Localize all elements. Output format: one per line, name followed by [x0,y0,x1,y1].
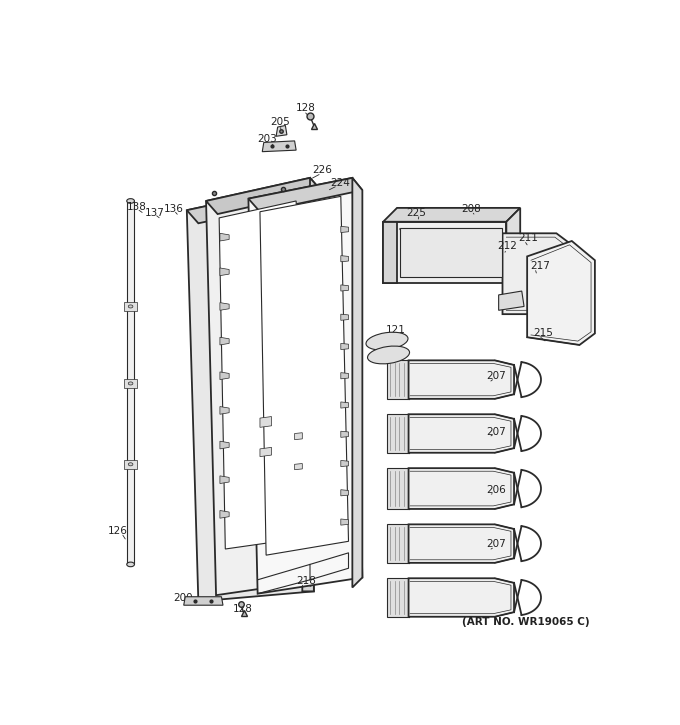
Polygon shape [220,337,229,345]
Polygon shape [124,379,137,388]
Polygon shape [206,178,322,595]
Polygon shape [400,228,503,277]
Polygon shape [341,256,348,262]
Polygon shape [260,447,271,457]
Polygon shape [124,460,137,469]
Ellipse shape [129,305,133,308]
Ellipse shape [126,199,135,203]
Polygon shape [341,460,348,467]
Polygon shape [387,524,409,563]
Polygon shape [498,291,524,310]
Polygon shape [248,178,362,212]
Polygon shape [409,468,514,509]
Text: 138: 138 [126,202,147,212]
Polygon shape [352,178,362,587]
Text: 207: 207 [486,370,506,381]
Polygon shape [409,524,514,563]
Polygon shape [409,579,514,617]
Text: 224: 224 [330,178,350,188]
Polygon shape [387,468,409,509]
Polygon shape [187,186,314,223]
Polygon shape [409,414,514,452]
Text: 207: 207 [486,427,506,437]
Text: 208: 208 [462,204,481,214]
Polygon shape [187,186,314,601]
Text: 212: 212 [497,241,517,252]
Polygon shape [262,141,296,152]
Text: 226: 226 [312,165,333,175]
Ellipse shape [366,332,408,350]
Polygon shape [184,597,223,605]
Polygon shape [507,208,520,283]
Ellipse shape [129,382,133,385]
Ellipse shape [126,562,135,567]
Text: 211: 211 [518,233,538,243]
Ellipse shape [129,463,133,466]
Text: 203: 203 [258,134,277,144]
Polygon shape [341,519,348,525]
Polygon shape [409,360,514,399]
Text: 137: 137 [144,207,165,218]
Polygon shape [220,372,229,380]
Polygon shape [260,417,271,427]
Polygon shape [294,463,303,470]
Polygon shape [341,402,348,408]
Polygon shape [341,285,348,291]
Text: 126: 126 [108,526,128,536]
Polygon shape [303,186,314,592]
Polygon shape [387,414,409,452]
Polygon shape [294,433,303,439]
Text: 217: 217 [530,261,550,270]
Polygon shape [248,178,362,594]
Polygon shape [341,373,348,379]
Polygon shape [219,201,306,549]
Polygon shape [220,233,229,241]
Polygon shape [220,407,229,414]
Polygon shape [310,178,322,586]
Polygon shape [124,302,137,311]
Polygon shape [220,302,229,310]
Polygon shape [383,208,520,222]
Polygon shape [387,579,409,617]
Polygon shape [341,489,348,496]
Polygon shape [387,360,409,399]
Polygon shape [126,201,135,564]
Text: 225: 225 [406,207,426,218]
Polygon shape [276,125,287,136]
Text: 200: 200 [173,593,192,603]
Polygon shape [341,314,348,320]
Polygon shape [383,222,507,283]
Polygon shape [341,226,348,233]
Polygon shape [260,196,348,555]
Text: 215: 215 [533,328,553,339]
Text: (ART NO. WR19065 C): (ART NO. WR19065 C) [462,617,590,627]
Polygon shape [341,431,348,437]
Polygon shape [220,510,229,518]
Polygon shape [220,442,229,449]
Text: 121: 121 [386,326,405,336]
Text: 205: 205 [270,117,290,128]
Text: 218: 218 [296,576,316,587]
Polygon shape [503,233,572,314]
Text: 206: 206 [486,486,506,495]
Polygon shape [383,222,397,283]
Polygon shape [220,476,229,484]
Text: 128: 128 [296,103,316,113]
Text: 128: 128 [233,604,253,614]
Text: 207: 207 [486,539,506,550]
Polygon shape [206,178,322,214]
Text: 136: 136 [164,204,184,214]
Polygon shape [341,344,348,349]
Polygon shape [527,241,595,345]
Ellipse shape [367,346,409,364]
Polygon shape [220,268,229,276]
